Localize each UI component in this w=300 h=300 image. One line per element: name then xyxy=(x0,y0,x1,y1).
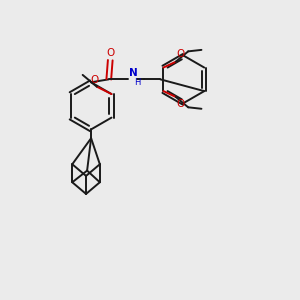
Text: O: O xyxy=(91,75,99,85)
Text: H: H xyxy=(134,78,141,87)
Text: N: N xyxy=(129,68,138,78)
Text: O: O xyxy=(176,49,185,59)
Text: O: O xyxy=(106,48,114,58)
Text: O: O xyxy=(176,99,185,110)
